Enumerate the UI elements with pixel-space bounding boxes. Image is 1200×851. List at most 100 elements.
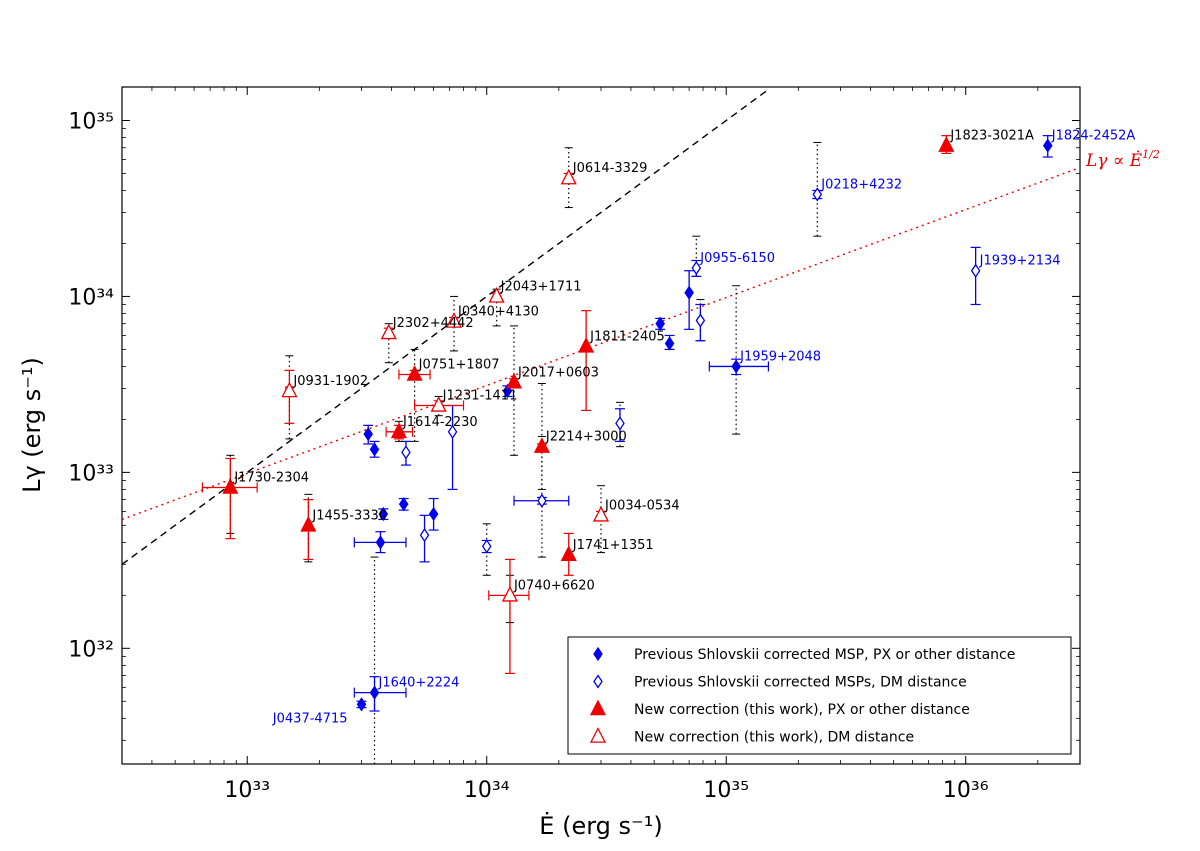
point-label: J1939+2134 (979, 254, 1061, 269)
legend-box (567, 636, 1072, 755)
point-marker (356, 697, 367, 712)
point-label: J1730-2304 (233, 471, 309, 486)
data-point (655, 316, 666, 331)
point-marker (390, 422, 408, 439)
point-marker (560, 545, 577, 562)
point-marker (398, 496, 409, 512)
point-marker (731, 359, 741, 374)
point-marker (592, 505, 610, 522)
point-marker (938, 136, 955, 152)
data-point (488, 287, 505, 327)
point-marker (300, 515, 317, 532)
legend-marker (589, 727, 607, 743)
point-marker (447, 424, 458, 439)
legend-entry: New correction (this work), DM distance (634, 730, 914, 746)
point-marker (655, 316, 665, 331)
point-label: J2214+3000 (545, 430, 627, 445)
point-marker (401, 445, 411, 460)
data-point (691, 235, 702, 277)
data-point (812, 141, 823, 237)
point-label: J1959+2048 (739, 349, 821, 364)
point-marker (970, 263, 981, 278)
data-point (378, 506, 389, 522)
data-point (578, 310, 595, 412)
data-point (398, 496, 409, 512)
point-marker (406, 365, 423, 381)
data-point (1042, 135, 1053, 158)
point-marker (691, 260, 702, 276)
data-point (708, 285, 770, 435)
x-tick-label: 10³⁵ (703, 778, 749, 803)
point-marker (501, 585, 519, 602)
y-tick-label: 10³² (68, 637, 114, 662)
point-marker (222, 478, 239, 494)
data-point (592, 485, 610, 554)
point-marker (363, 426, 373, 442)
x-tick-label: 10³³ (224, 778, 270, 803)
data-point (353, 556, 407, 764)
point-label: J1455-3330 (311, 508, 387, 523)
data-point (481, 523, 492, 576)
point-marker (369, 442, 380, 457)
y-tick-label: 10³⁴ (68, 285, 114, 310)
point-marker (533, 437, 550, 453)
point-label: J2043+1711 (500, 279, 582, 294)
data-point (513, 435, 570, 558)
data-point (353, 531, 407, 554)
point-label: J0740+6620 (513, 578, 595, 593)
legend: Previous Shlovskii corrected MSP, PX or … (567, 636, 1072, 755)
point-marker (488, 287, 505, 303)
legend-marker (593, 674, 603, 689)
data-point (398, 348, 431, 442)
point-marker (369, 685, 380, 700)
point-label: J1824-2452A (1051, 129, 1136, 144)
point-label: J0437-4715 (272, 711, 348, 726)
point-marker (1042, 138, 1053, 153)
legend-entry: Previous Shlovskii corrected MSP, PX or … (634, 647, 1015, 663)
data-point (428, 497, 439, 531)
point-label: J1811-2405 (589, 329, 665, 344)
data-point (488, 558, 530, 675)
point-marker (684, 285, 694, 300)
legend-marker (593, 646, 603, 662)
data-point (281, 355, 298, 440)
data-point (419, 514, 430, 563)
point-marker (505, 372, 523, 389)
data-point (385, 420, 414, 442)
data-point (533, 382, 550, 490)
data-point (695, 299, 706, 342)
point-marker (428, 506, 439, 522)
point-label: J0751+1807 (418, 357, 500, 372)
point-marker (695, 313, 706, 328)
point-label: J2302+4442 (392, 316, 474, 331)
y-tick-label: 10³³ (68, 461, 114, 486)
point-marker (378, 506, 389, 522)
point-label: J1741+1351 (572, 538, 654, 553)
point-label: J1823-3021A (949, 129, 1034, 144)
point-marker (380, 323, 397, 340)
point-marker (430, 396, 447, 412)
data-point (300, 493, 317, 563)
point-marker (419, 527, 430, 543)
data-point (970, 246, 981, 306)
annotation-exponent: 1/2 (1142, 148, 1160, 161)
data-point (664, 334, 675, 351)
point-label: J1614-2230 (402, 415, 478, 430)
point-label: J0034-0534 (604, 498, 680, 513)
point-marker (537, 493, 547, 508)
point-label: J0340+4130 (457, 305, 539, 320)
point-label: J1640+2224 (378, 676, 460, 691)
point-label: J0931-1902 (292, 374, 368, 389)
point-marker (481, 539, 492, 554)
legend-marker (589, 699, 607, 716)
sqrt-scaling-dotted-line (122, 166, 1080, 521)
point-label: J0955-6150 (699, 251, 775, 266)
point-label: J2017+0603 (517, 365, 599, 380)
data-point (363, 424, 374, 445)
point-marker (578, 336, 595, 353)
data-point (356, 697, 367, 712)
data-point (380, 323, 397, 364)
point-marker (560, 168, 577, 185)
x-axis-label: Ė (erg s⁻¹) (539, 811, 662, 840)
point-marker (615, 416, 625, 431)
